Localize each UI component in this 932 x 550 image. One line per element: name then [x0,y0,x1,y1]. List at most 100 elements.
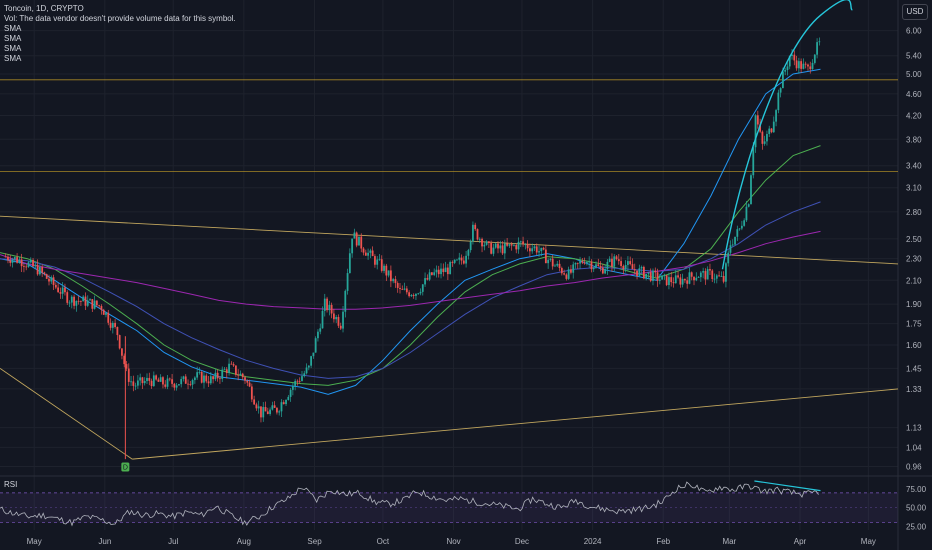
candle-body [380,259,383,271]
candle-body [704,271,707,280]
indicator-sma-2[interactable]: SMA [4,34,22,43]
candle-body [631,264,634,270]
time-tick-label: Feb [656,537,670,546]
candle-body [11,259,14,263]
candle-body [784,69,787,72]
candle-body [433,272,436,275]
candle-body [296,380,299,382]
candle-body [70,296,73,303]
candle-body [465,255,467,264]
candle-body [193,377,196,381]
candle-body [435,269,438,273]
price-tick-label: 2.30 [906,255,922,264]
symbol-title[interactable]: Toncoin, 1D, CRYPTO [4,4,84,13]
candle-body [111,322,114,328]
candle-body [588,261,591,263]
indicator-sma-3[interactable]: SMA [4,44,22,53]
candle-body [43,272,46,275]
indicator-sma-4[interactable]: SMA [4,54,22,63]
price-tick-label: 3.10 [906,184,922,193]
candle-body [36,264,39,275]
candle-body [661,275,664,280]
candle-body [763,141,766,144]
candle-body [29,259,32,263]
candle-body [533,246,536,249]
price-tick-label: 3.80 [906,135,922,144]
candle-body [800,61,803,69]
candle-body [415,293,417,296]
candle-body [567,269,570,279]
candle-body [134,385,137,387]
candle-body [291,385,294,390]
candle-body [312,352,315,357]
candle-body [32,259,34,267]
rsi-legend[interactable]: RSI [4,480,18,489]
candle-body [501,245,504,254]
candle-body [394,279,397,284]
price-tick-label: 3.40 [906,162,922,171]
price-tick-label: 4.60 [906,90,922,99]
candle-body [205,375,208,382]
candle-body [374,256,376,265]
candle-body [109,322,112,328]
candle-body [301,376,303,382]
candle-body [549,258,552,260]
candle-body [788,55,791,67]
candle-body [75,300,78,306]
upper-trendline [0,215,899,265]
candle-body [745,206,748,221]
candle-body [198,371,201,373]
candle-body [346,273,349,291]
candle-body [756,115,759,125]
price-tick-label: 2.50 [906,235,922,244]
time-tick-label: Nov [446,537,460,546]
candle-body [766,133,768,142]
candle-body [187,383,189,385]
candle-body [326,298,328,311]
candle-body [426,278,429,280]
candle-body [419,291,422,294]
candle-body [196,372,199,378]
candle-body [517,241,520,250]
price-tick-label: 1.90 [906,300,922,309]
candle-body [722,275,725,282]
candle-body [191,380,194,385]
candle-body [162,377,164,385]
candle-body [424,278,426,285]
price-axis[interactable]: 6.00 5.40 5.00 4.60 4.20 3.80 3.40 3.10 2.80 2.50… [906,27,927,532]
sma-line-1 [0,68,821,395]
candle-body [262,407,265,418]
candle-body [141,377,144,384]
candle-body [319,328,322,332]
candle-body [487,241,490,244]
time-tick-label: 2024 [584,537,602,546]
candle-body [670,277,673,283]
indicator-sma-1[interactable]: SMA [4,24,22,33]
candle-body [64,287,66,293]
candle-body [668,277,670,286]
candle-body [342,311,344,329]
candle-body [216,372,219,379]
candle-body [98,305,101,307]
sma-line-2 [0,145,821,386]
time-axis[interactable]: May Jun Jul Aug Sep Oct Nov Dec 2024 Feb Mar Apr May [27,537,876,546]
time-tick-label: Sep [307,537,322,546]
candle-body [462,260,465,264]
candle-body [269,409,271,414]
price-tick-label: 1.60 [906,341,922,350]
candle-body [276,407,278,413]
candle-body [738,228,741,230]
candle-body [563,273,565,275]
candle-body [809,66,812,70]
currency-button[interactable]: USD [902,4,928,20]
candle-body [777,92,780,111]
candle-body [608,258,611,262]
candle-body [257,406,260,409]
candle-body [4,256,7,258]
rsi-divergence-line [754,480,821,492]
candle-body [606,261,609,270]
candle-body [690,272,693,277]
candle-body [289,389,292,397]
candle-body [611,258,613,267]
